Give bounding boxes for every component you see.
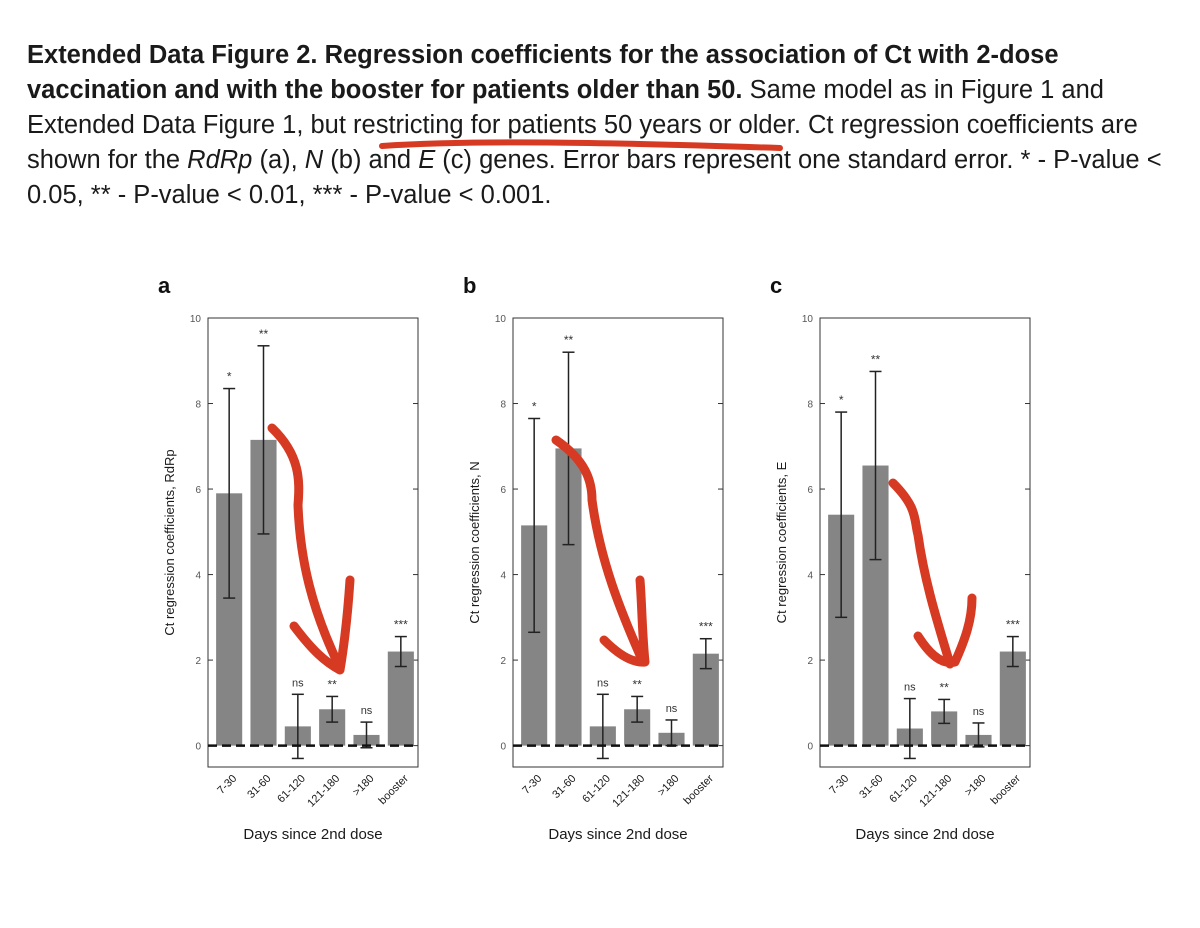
plot-frame (819, 317, 1031, 768)
y-tick-label: 2 (807, 656, 813, 667)
significance-label: ** (939, 680, 949, 694)
y-tick-label: 8 (807, 400, 813, 411)
plot-frame (207, 317, 419, 768)
significance-label: ns (361, 705, 373, 717)
y-tick-label: 4 (195, 571, 201, 582)
significance-label: ns (904, 682, 916, 694)
significance-label: *** (699, 620, 713, 634)
significance-label: ** (259, 327, 269, 341)
y-tick-label: 0 (195, 742, 201, 753)
caption-title: Extended Data Figure 2. Regression coeff… (27, 41, 1059, 104)
chart-panel-a: a 0 2 4 6 8 10 Ct regression coefficients, RdRp… (150, 270, 450, 870)
x-tick-label: 121-180 (917, 773, 954, 810)
caption-gene-rdrp: RdRp (187, 146, 253, 174)
panel-label: a (158, 273, 171, 298)
significance-label: *** (1006, 618, 1020, 632)
caption-text-2: (a), (252, 146, 305, 174)
x-tick-label: 7-30 (827, 773, 851, 797)
y-tick-label: 4 (500, 571, 506, 582)
caption-text-3: (b) and (323, 146, 419, 174)
caption-gene-e: E (418, 146, 436, 174)
y-tick-label: 6 (195, 485, 201, 496)
x-tick-label: 31-60 (245, 773, 273, 801)
x-tick-label: 7-30 (520, 773, 544, 797)
y-axis-label: Ct regression coefficients, N (467, 461, 482, 623)
y-tick-label: 4 (807, 571, 813, 582)
panel-label: b (463, 273, 476, 298)
significance-label: * (227, 370, 232, 384)
y-axis-label: Ct regression coefficients, E (774, 461, 789, 623)
significance-label: ns (973, 706, 985, 718)
x-tick-label: 121-180 (305, 773, 342, 810)
y-tick-label: 10 (190, 314, 202, 325)
x-tick-label: 121-180 (610, 773, 647, 810)
x-tick-label: 61-120 (580, 773, 613, 806)
chart-a: a 0 2 4 6 8 10 Ct regression coefficients, RdRp… (158, 273, 419, 843)
caption-text-4: (c) genes. Error bars represent one stan… (27, 146, 1162, 209)
x-tick-label: booster (989, 772, 1024, 807)
x-tick-label: booster (377, 772, 412, 807)
y-tick-label: 8 (195, 400, 201, 411)
significance-label: ns (597, 677, 609, 689)
y-tick-label: 2 (500, 656, 506, 667)
caption-text-1: Same model as in Figure 1 and Extended D… (27, 76, 1138, 174)
figure-caption: Extended Data Figure 2. Regression coeff… (27, 38, 1177, 213)
y-tick-label: 0 (807, 742, 813, 753)
significance-label: * (839, 393, 844, 407)
chart-panel-c: c 0 2 4 6 8 10 Ct regression coefficients, E * 7-… (762, 270, 1062, 870)
x-tick-label: >180 (656, 773, 682, 799)
y-tick-label: 10 (495, 314, 507, 325)
chart-c: c 0 2 4 6 8 10 Ct regression coefficients, E * 7-… (770, 273, 1031, 843)
significance-label: ns (666, 703, 678, 715)
x-tick-label: 61-120 (887, 773, 920, 806)
x-tick-label: 7-30 (215, 773, 239, 797)
x-tick-label: 31-60 (550, 773, 578, 801)
significance-label: *** (394, 618, 408, 632)
y-axis-label: Ct regression coefficients, RdRp (162, 449, 177, 635)
significance-label: ** (564, 333, 574, 347)
x-tick-label: >180 (351, 773, 377, 799)
y-tick-label: 8 (500, 400, 506, 411)
x-tick-label: booster (682, 772, 717, 807)
significance-label: ** (632, 677, 642, 691)
x-tick-label: >180 (963, 773, 989, 799)
y-tick-label: 6 (807, 485, 813, 496)
chart-b: b 0 2 4 6 8 10 Ct regression coefficients, N * 7-… (463, 273, 724, 843)
y-tick-label: 2 (195, 656, 201, 667)
significance-label: ** (871, 352, 881, 366)
y-tick-label: 0 (500, 742, 506, 753)
x-tick-label: 31-60 (857, 773, 885, 801)
x-axis-label: Days since 2nd dose (548, 826, 687, 843)
significance-label: ** (327, 677, 337, 691)
x-axis-label: Days since 2nd dose (243, 826, 382, 843)
x-tick-label: 61-120 (275, 773, 308, 806)
x-axis-label: Days since 2nd dose (855, 826, 994, 843)
y-tick-label: 10 (802, 314, 814, 325)
y-tick-label: 6 (500, 485, 506, 496)
significance-label: ns (292, 677, 304, 689)
chart-panel-b: b 0 2 4 6 8 10 Ct regression coefficients, N * 7-… (455, 270, 755, 870)
significance-label: * (532, 399, 537, 413)
caption-gene-n: N (304, 146, 324, 174)
plot-frame (512, 317, 724, 768)
panel-label: c (770, 273, 782, 298)
